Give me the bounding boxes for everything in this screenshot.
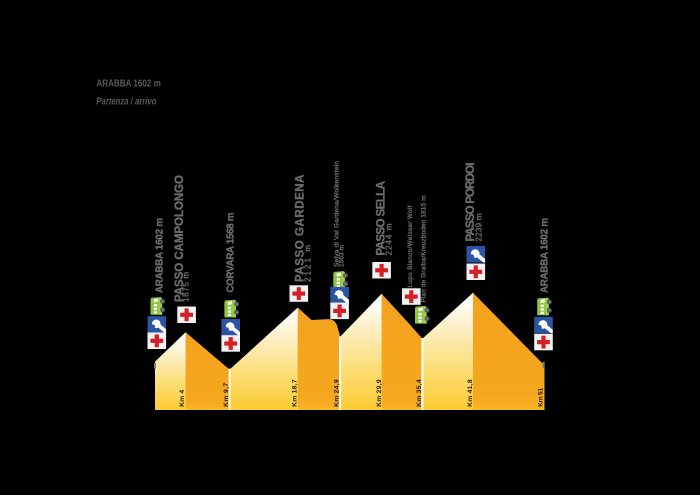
svg-text:2239 m: 2239 m bbox=[474, 213, 483, 241]
svg-text:PASSO CAMPOLONGO: PASSO CAMPOLONGO bbox=[174, 175, 186, 302]
svg-text:Km 51: Km 51 bbox=[537, 388, 544, 407]
svg-text:Km 9,7: Km 9,7 bbox=[223, 383, 230, 407]
svg-text:1875 m: 1875 m bbox=[181, 272, 190, 302]
svg-text:Plan de Gralba/Kreuzboden 1815: Plan de Gralba/Kreuzboden 1815 m bbox=[421, 196, 428, 303]
svg-text:Km 29,9: Km 29,9 bbox=[376, 379, 383, 407]
svg-text:1563 m: 1563 m bbox=[339, 245, 346, 268]
svg-text:Partenza / arrivo: Partenza / arrivo bbox=[96, 97, 156, 108]
svg-text:ARABBA 1602 m: ARABBA 1602 m bbox=[155, 218, 166, 293]
svg-text:2244 m: 2244 m bbox=[385, 223, 394, 255]
svg-text:Km 4: Km 4 bbox=[179, 390, 186, 407]
svg-text:PASSO PORDOI: PASSO PORDOI bbox=[465, 163, 477, 242]
svg-text:ARABBA 1602 m: ARABBA 1602 m bbox=[96, 79, 161, 90]
svg-text:Selva di Val Gardena/Wolkenste: Selva di Val Gardena/Wolkenstein bbox=[334, 161, 341, 267]
svg-text:ARABBA 1602 m: ARABBA 1602 m bbox=[540, 218, 551, 293]
svg-text:CORVARA 1568 m: CORVARA 1568 m bbox=[226, 212, 237, 292]
svg-text:2121 m: 2121 m bbox=[304, 245, 313, 282]
svg-text:Km 18,7: Km 18,7 bbox=[292, 379, 299, 407]
svg-text:Km 35,4: Km 35,4 bbox=[416, 379, 423, 407]
svg-text:Lupo Bianco/Weisser Wolf: Lupo Bianco/Weisser Wolf bbox=[407, 205, 414, 287]
svg-text:PASSO SELLA: PASSO SELLA bbox=[376, 181, 388, 255]
svg-text:PASSO GARDENA: PASSO GARDENA bbox=[295, 175, 307, 283]
svg-text:Km 41,8: Km 41,8 bbox=[467, 379, 474, 407]
svg-text:Km 24,9: Km 24,9 bbox=[334, 379, 341, 407]
